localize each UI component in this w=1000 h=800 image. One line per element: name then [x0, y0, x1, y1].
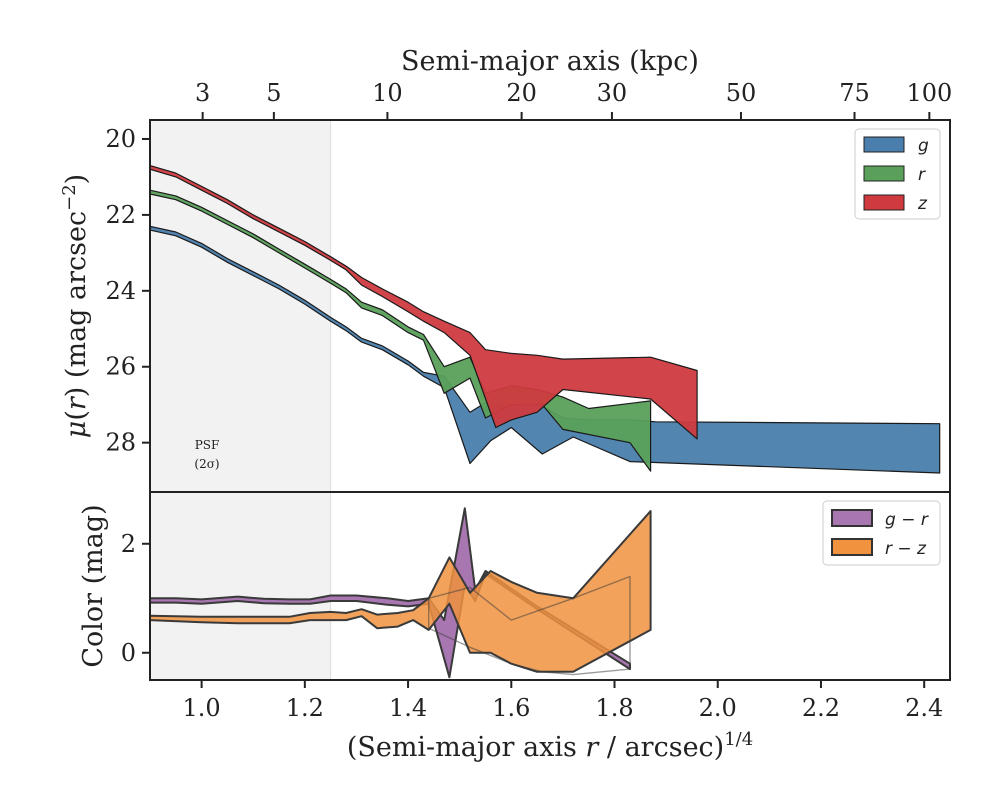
band-g: [149, 225, 941, 474]
top-y-axis-title: μ(r) (mag arcsec−2): [59, 174, 92, 438]
bottom-y-axis-title: Color (mag): [78, 504, 109, 667]
x-tick-label-1.6: 1.6: [492, 694, 530, 722]
legend-label-r: r: [918, 165, 926, 185]
psf-label: PSF: [195, 438, 220, 452]
legend-label-g: g: [918, 136, 929, 156]
legend-swatch-g-minus-r: [831, 509, 873, 527]
top-panel-series: [149, 165, 941, 474]
band-r-minus-z-outline: [428, 575, 631, 676]
y-tick-label-22: 22: [105, 201, 136, 229]
kpc-tick-label-50: 50: [726, 79, 757, 107]
legend-swatch-r-minus-z: [831, 538, 873, 556]
x-tick-label-1.4: 1.4: [389, 694, 427, 722]
bottom-y-ticks: 02: [121, 530, 150, 667]
bottom-panel-series: [149, 507, 652, 679]
legend-label-z: z: [917, 194, 928, 214]
color-y-tick-label-2: 2: [121, 530, 136, 558]
y-tick-label-24: 24: [105, 277, 136, 305]
y-tick-label-20: 20: [105, 125, 136, 153]
legend-label-g-minus-r: g − r: [885, 510, 929, 530]
top-legend: g r z: [854, 128, 941, 220]
legend-label-r-minus-z: r − z: [885, 539, 927, 559]
x-tick-label-2.0: 2.0: [699, 694, 737, 722]
x-tick-label-1.2: 1.2: [286, 694, 324, 722]
x-tick-label-2.2: 2.2: [802, 694, 840, 722]
psf-region: [150, 120, 332, 680]
y-tick-label-28: 28: [105, 429, 136, 457]
kpc-tick-label-75: 75: [839, 79, 870, 107]
color-y-tick-label-0: 0: [121, 639, 136, 667]
legend-swatch-z: [863, 194, 905, 211]
psf-sigma-label: (2σ): [194, 457, 219, 471]
kpc-tick-label-100: 100: [906, 79, 952, 107]
kpc-tick-label-20: 20: [506, 79, 537, 107]
bottom-legend: g − r r − z: [822, 500, 941, 566]
x-tick-label-1.0: 1.0: [183, 694, 221, 722]
bottom-x-axis-title: (Semi-major axis r / arcsec)1/4: [347, 729, 753, 763]
kpc-tick-label-10: 10: [372, 79, 403, 107]
top-x-axis-title: Semi-major axis (kpc): [401, 46, 699, 77]
legend-swatch-r: [863, 165, 905, 182]
kpc-tick-label-30: 30: [597, 79, 628, 107]
bottom-x-ticks: 1.0 1.2 1.4 1.6 1.8 2.0 2.2 2.4: [183, 680, 943, 722]
y-tick-label-26: 26: [105, 353, 136, 381]
kpc-tick-label-5: 5: [266, 79, 281, 107]
x-tick-label-1.8: 1.8: [595, 694, 633, 722]
bottom-panel-frame: [149, 491, 951, 681]
x-tick-label-2.4: 2.4: [905, 694, 943, 722]
kpc-tick-label-3: 3: [195, 79, 210, 107]
legend-swatch-g: [863, 136, 905, 153]
band-z: [149, 165, 698, 440]
top-x-ticks-kpc: 3 5 10 20 30 50 75 100: [195, 79, 952, 120]
top-y-ticks: 20 22 24 26 28: [105, 125, 150, 457]
band-r-minus-z: [149, 510, 652, 673]
